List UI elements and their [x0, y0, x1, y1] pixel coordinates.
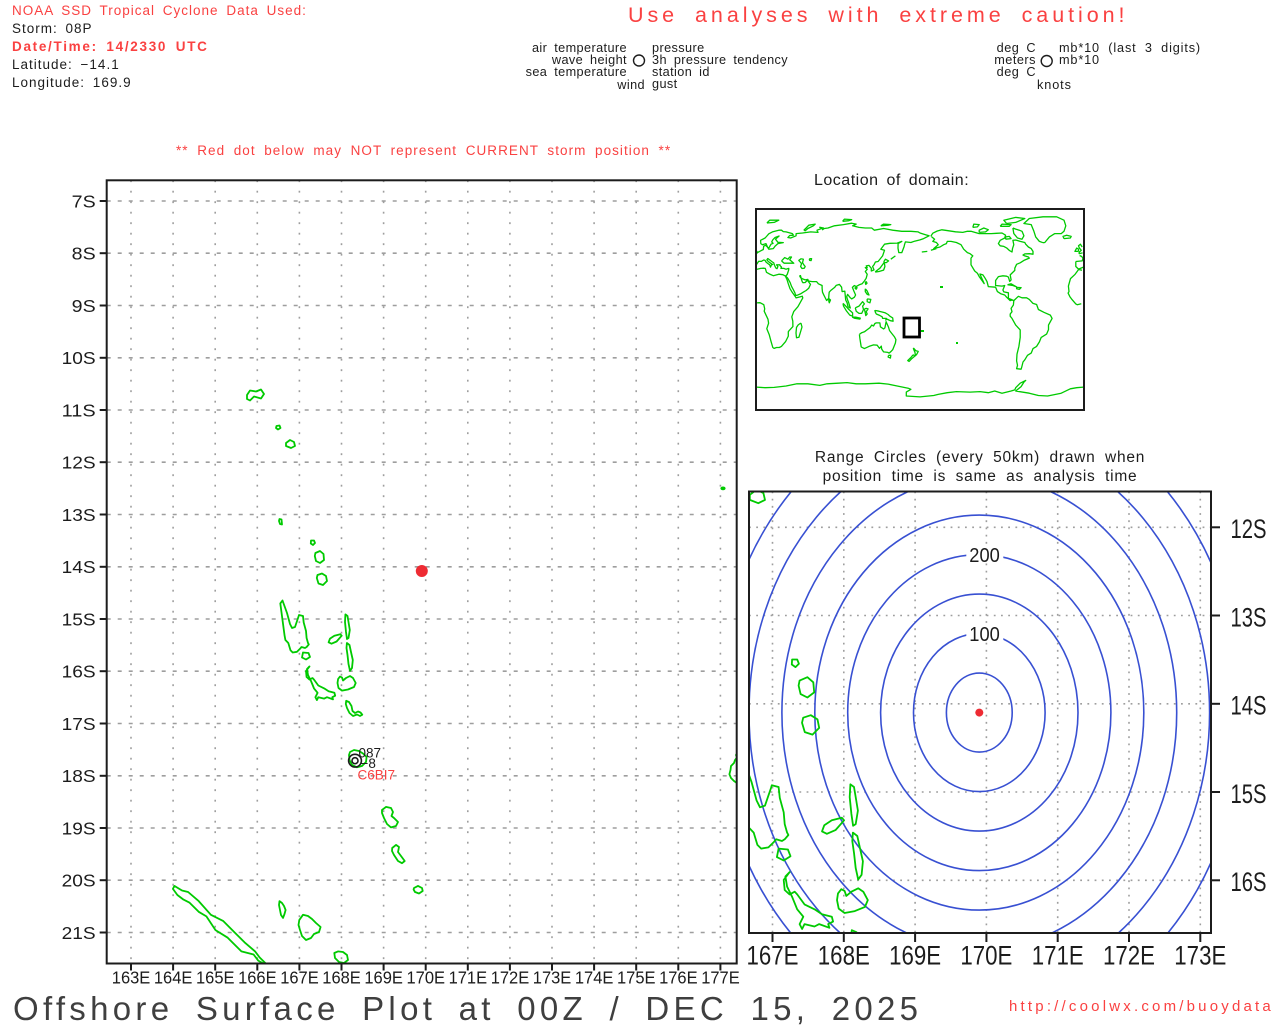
svg-text:21S: 21S — [62, 923, 96, 943]
svg-text:168E: 168E — [322, 968, 361, 988]
svg-text:C6BI7: C6BI7 — [358, 768, 396, 783]
svg-text:200: 200 — [969, 544, 1000, 567]
svg-text:7S: 7S — [72, 191, 96, 211]
svg-text:14S: 14S — [62, 557, 96, 577]
svg-text:12S: 12S — [62, 453, 96, 473]
svg-text:13S: 13S — [62, 505, 96, 525]
svg-text:171E: 171E — [1032, 941, 1084, 971]
svg-text:166E: 166E — [238, 968, 277, 988]
svg-text:16S: 16S — [62, 662, 96, 682]
svg-text:169E: 169E — [889, 941, 941, 971]
svg-text:163E: 163E — [112, 968, 151, 988]
svg-text:12S: 12S — [1231, 514, 1267, 544]
svg-text:14S: 14S — [1231, 691, 1267, 721]
svg-text:087: 087 — [359, 746, 382, 761]
svg-text:20S: 20S — [62, 871, 96, 891]
svg-text:18S: 18S — [62, 766, 96, 786]
svg-text:176E: 176E — [659, 968, 698, 988]
svg-text:100: 100 — [969, 623, 1000, 646]
svg-text:172E: 172E — [491, 968, 530, 988]
svg-text:172E: 172E — [1103, 941, 1155, 971]
svg-text:−8: −8 — [361, 756, 376, 771]
svg-text:13S: 13S — [1231, 602, 1267, 632]
svg-text:9S: 9S — [72, 296, 96, 316]
svg-text:10S: 10S — [62, 348, 96, 368]
svg-text:170E: 170E — [407, 968, 446, 988]
svg-text:167E: 167E — [280, 968, 319, 988]
svg-text:8S: 8S — [72, 244, 96, 264]
svg-text:11S: 11S — [62, 400, 96, 420]
svg-text:170E: 170E — [960, 941, 1012, 971]
svg-text:173E: 173E — [1174, 941, 1226, 971]
svg-text:168E: 168E — [818, 941, 870, 971]
svg-text:165E: 165E — [196, 968, 235, 988]
svg-text:171E: 171E — [449, 968, 488, 988]
svg-text:15S: 15S — [1231, 779, 1267, 809]
svg-text:16S: 16S — [1231, 867, 1267, 897]
svg-text:167E: 167E — [747, 941, 799, 971]
svg-text:15S: 15S — [62, 609, 96, 629]
svg-text:169E: 169E — [364, 968, 403, 988]
svg-text:19S: 19S — [62, 818, 96, 838]
svg-text:164E: 164E — [154, 968, 193, 988]
svg-text:175E: 175E — [617, 968, 656, 988]
svg-text:174E: 174E — [575, 968, 614, 988]
svg-text:173E: 173E — [533, 968, 572, 988]
svg-text:177E: 177E — [701, 968, 740, 988]
svg-text:17S: 17S — [62, 714, 96, 734]
